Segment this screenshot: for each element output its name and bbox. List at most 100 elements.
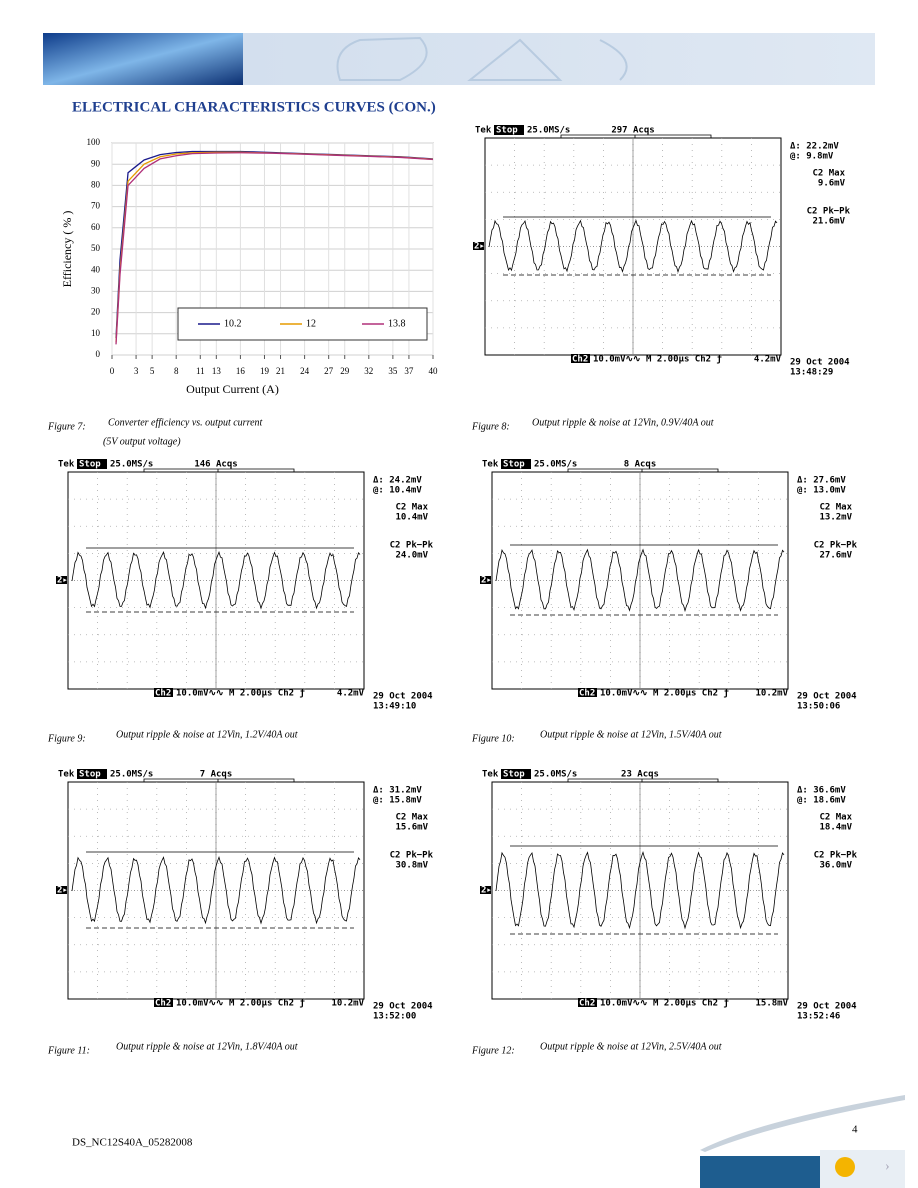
x-tick-label: 37: [404, 366, 414, 376]
x-tick-label: 32: [364, 366, 373, 376]
figure-caption: Output ripple & noise at 12Vin, 0.9V/40A…: [532, 417, 714, 428]
waveform: [71, 856, 361, 925]
scope-time: 13:50:06: [797, 702, 840, 712]
meas-pkpk: 30.8mV: [395, 861, 428, 871]
figure-label: Figure 10:: [471, 733, 515, 744]
x-tick-label: 19: [260, 366, 270, 376]
scope-rate: 25.0MS/s: [534, 460, 577, 470]
x-axis-label: Output Current (A): [186, 382, 279, 396]
scope-time: 13:52:00: [373, 1012, 416, 1022]
meas-pkpk-label: C2 Pk−Pk: [390, 851, 434, 861]
meas-delta: Δ: 27.6mV: [797, 476, 846, 486]
meas-max: 18.4mV: [819, 823, 852, 833]
legend-label: 10.2: [224, 318, 242, 329]
trigger-level: 15.8mV: [755, 999, 788, 1009]
meas-max-label: C2 Max: [819, 813, 852, 823]
y-tick-label: 40: [91, 264, 101, 274]
meas-max: 9.6mV: [818, 179, 846, 189]
meas-max: 10.4mV: [395, 513, 428, 523]
y-axis-label: Efficiency ( % ): [60, 211, 74, 288]
channel-box: [578, 688, 597, 697]
legend-label: 13.8: [388, 318, 406, 329]
figure-label: Figure 9:: [47, 733, 86, 744]
meas-max-label: C2 Max: [395, 503, 428, 513]
figure-caption: (5V output voltage): [103, 436, 181, 447]
x-tick-label: 16: [236, 366, 246, 376]
scope-settings: 10.0mV∿∿ M 2.00µs Ch2 ƒ: [600, 999, 729, 1009]
waveform: [71, 550, 361, 610]
meas-pkpk: 36.0mV: [819, 861, 852, 871]
scope-state: Stop: [79, 770, 101, 780]
meas-delta: Δ: 36.6mV: [797, 786, 846, 796]
x-tick-label: 21: [276, 366, 285, 376]
channel: Ch2: [572, 355, 588, 365]
legend-label: 12: [306, 318, 316, 329]
scope-state-box: [501, 769, 531, 779]
figure-caption: Converter efficiency vs. output current: [108, 417, 263, 428]
channel-marker: 2▸: [474, 242, 485, 252]
x-tick-label: 24: [300, 366, 310, 376]
meas-max-label: C2 Max: [812, 169, 845, 179]
waveform: [495, 548, 785, 613]
channel: Ch2: [579, 999, 595, 1009]
scope-state-box: [77, 769, 107, 779]
x-tick-label: 35: [388, 366, 398, 376]
scope-date: 29 Oct 2004: [790, 358, 850, 368]
figure-label: Figure 12:: [471, 1045, 515, 1056]
waveform: [495, 850, 785, 930]
y-tick-label: 100: [87, 137, 101, 147]
series-line: [115, 152, 434, 345]
meas-pkpk: 21.6mV: [812, 217, 845, 227]
x-tick-label: 29: [340, 366, 350, 376]
meas-delta: Δ: 22.2mV: [790, 142, 839, 152]
scope-state: Stop: [503, 770, 525, 780]
scope-acqs: 297 Acqs: [611, 126, 654, 136]
scope-date: 29 Oct 2004: [797, 1002, 857, 1012]
channel-box: [154, 688, 173, 697]
x-tick-label: 5: [150, 366, 155, 376]
scope-brand: Tek: [58, 460, 75, 470]
next-arrow[interactable]: ›: [885, 1159, 890, 1174]
meas-pkpk: 24.0mV: [395, 551, 428, 561]
meas-pkpk-label: C2 Pk−Pk: [807, 207, 851, 217]
footer-logo-box: [820, 1150, 905, 1188]
meas-at: @: 15.8mV: [373, 796, 422, 806]
scope-state: Stop: [503, 460, 525, 470]
marker-box: [473, 242, 484, 250]
meas-pkpk-label: C2 Pk−Pk: [814, 541, 858, 551]
y-tick-label: 0: [96, 349, 101, 359]
scope-time: 13:48:29: [790, 368, 833, 378]
marker-box: [56, 886, 67, 894]
scope-date: 29 Oct 2004: [797, 692, 857, 702]
page-number: 4: [852, 1124, 858, 1136]
header-decoration: [336, 36, 628, 81]
scope-acqs: 23 Acqs: [621, 770, 659, 780]
channel: Ch2: [155, 689, 171, 699]
scope-time: 13:52:46: [797, 1012, 840, 1022]
scope-date: 29 Oct 2004: [373, 692, 433, 702]
meas-at: @: 10.4mV: [373, 486, 422, 496]
meas-delta: Δ: 31.2mV: [373, 786, 422, 796]
meas-max-label: C2 Max: [395, 813, 428, 823]
x-tick-label: 8: [174, 366, 179, 376]
figure-caption: Output ripple & noise at 12Vin, 1.5V/40A…: [540, 729, 722, 740]
channel-marker: 2▸: [481, 576, 492, 586]
y-tick-label: 90: [91, 158, 101, 168]
meas-pkpk-label: C2 Pk−Pk: [390, 541, 434, 551]
meas-at: @: 18.6mV: [797, 796, 846, 806]
figure-label: Figure 7:: [47, 421, 86, 432]
marker-box: [480, 576, 491, 584]
scope-rate: 25.0MS/s: [534, 770, 577, 780]
meas-pkpk-label: C2 Pk−Pk: [814, 851, 858, 861]
scope-settings: 10.0mV∿∿ M 2.00µs Ch2 ƒ: [176, 689, 305, 699]
meas-delta: Δ: 24.2mV: [373, 476, 422, 486]
scope-time: 13:49:10: [373, 702, 416, 712]
y-tick-label: 30: [91, 285, 101, 295]
figure-label: Figure 11:: [47, 1045, 90, 1056]
meas-pkpk: 27.6mV: [819, 551, 852, 561]
scope-date: 29 Oct 2004: [373, 1002, 433, 1012]
meas-at: @: 13.0mV: [797, 486, 846, 496]
doc-id: DS_NC12S40A_05282008: [72, 1137, 193, 1149]
channel-marker: 2▸: [481, 886, 492, 896]
